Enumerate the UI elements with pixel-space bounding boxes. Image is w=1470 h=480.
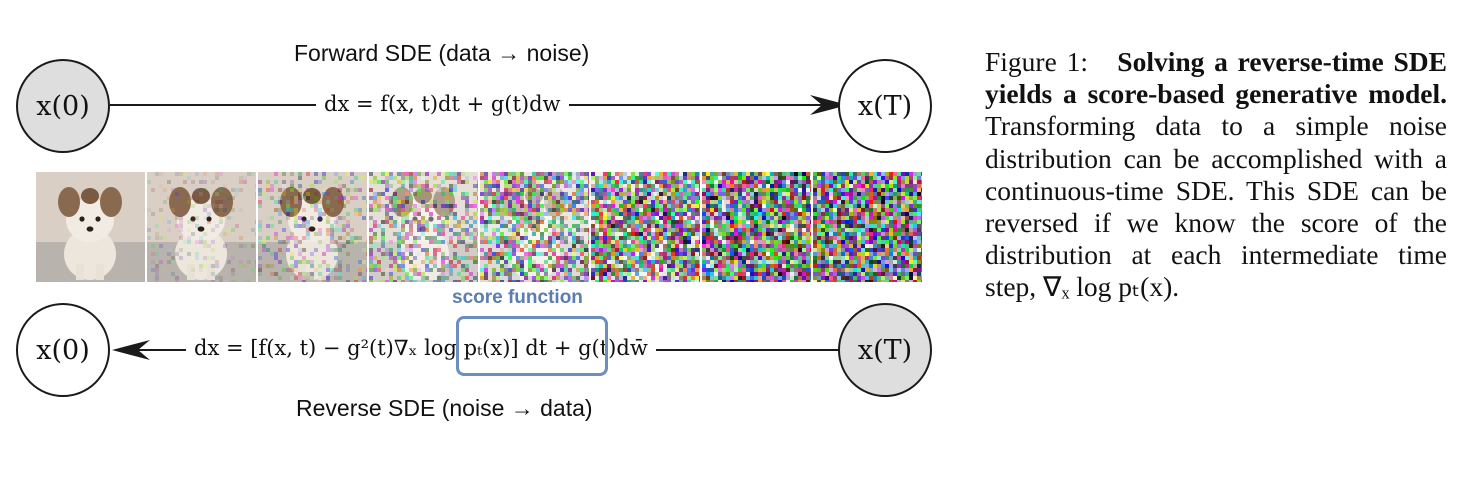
score-function-box	[456, 316, 608, 376]
strip-frame-4	[369, 172, 478, 282]
reverse-equation: dx = [f(x, t) − g²(t)∇ₓ log pₜ(x)] dt + …	[186, 336, 656, 360]
strip-image	[147, 172, 256, 282]
forward-end-node-label: x(T)	[857, 90, 913, 122]
figure-caption: Figure 1: Solving a reverse-time SDE yie…	[985, 46, 1447, 304]
strip-image	[36, 172, 145, 282]
strip-image	[258, 172, 367, 282]
sde-diagram: Forward SDE (data → noise) x(0) x(T) dx …	[16, 40, 932, 421]
strip-frame-2	[147, 172, 256, 282]
strip-frame-7	[702, 172, 811, 282]
strip-frame-8	[813, 172, 922, 282]
strip-frame-5	[480, 172, 589, 282]
strip-image	[591, 172, 700, 282]
forward-sde-label: Forward SDE (data → noise)	[294, 40, 590, 66]
reverse-end-node-label: x(0)	[36, 334, 90, 366]
forward-start-node-label: x(0)	[36, 90, 90, 122]
reverse-sde-label: Reverse SDE (noise → data)	[296, 395, 593, 421]
strip-frame-6	[591, 172, 700, 282]
reverse-end-node: x(0)	[16, 303, 110, 397]
forward-end-node: x(T)	[838, 59, 932, 153]
forward-equation: dx = f(x, t)dt + g(t)dw	[316, 92, 569, 116]
diffusion-image-strip	[36, 172, 922, 282]
strip-image	[369, 172, 478, 282]
strip-image	[480, 172, 589, 282]
strip-image	[813, 172, 922, 282]
reverse-start-node: x(T)	[838, 303, 932, 397]
strip-image	[702, 172, 811, 282]
caption-body: Transforming data to a simple noise dist…	[985, 110, 1447, 303]
caption-prefix: Figure 1:	[985, 46, 1088, 77]
forward-start-node: x(0)	[16, 59, 110, 153]
score-function-label: score function	[452, 287, 583, 308]
strip-frame-1	[36, 172, 145, 282]
reverse-start-node-label: x(T)	[857, 334, 913, 366]
strip-frame-3	[258, 172, 367, 282]
caption-lead: Solving a reverse-time SDE yields a scor…	[985, 46, 1448, 110]
